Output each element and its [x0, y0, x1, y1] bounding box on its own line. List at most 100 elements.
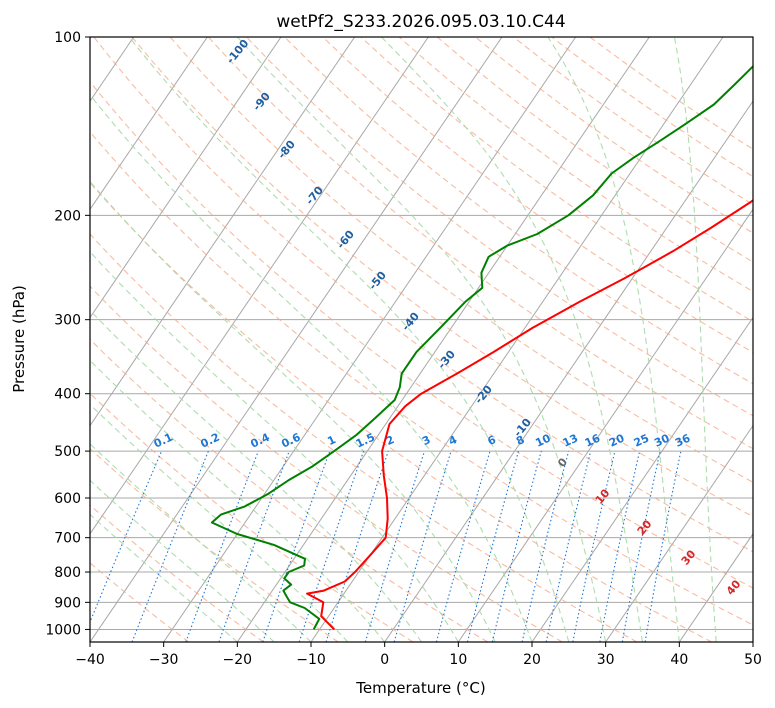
x-tick-label: 50 — [744, 652, 762, 668]
y-tick-label: 800 — [54, 565, 81, 581]
mixing-ratio-line — [599, 450, 641, 642]
y-axis-ticks: 100 200 300 400 500 600 700 800 900 1000 — [45, 30, 90, 638]
moist-adiabat-line — [90, 180, 496, 642]
x-tick-label: −20 — [223, 652, 253, 668]
dry-adiabat-line — [246, 37, 753, 417]
x-tick-label: −10 — [296, 652, 326, 668]
dry-adiabat-line — [360, 37, 753, 323]
mixing-ratio-label: 1 — [325, 433, 337, 448]
x-tick-label: 20 — [523, 652, 541, 668]
line-labels: -100-90-80-70-60-50-40-30-20-10010203040… — [152, 37, 744, 598]
temperature-profile-line — [306, 199, 753, 631]
dry-adiabat-line — [90, 504, 264, 642]
isotherm-line — [90, 37, 503, 642]
isotherm-line — [163, 37, 577, 642]
moist-adiabat-line — [381, 37, 644, 642]
mixing-ratio-line — [218, 450, 290, 642]
y-tick-label: 600 — [54, 491, 81, 507]
mixing-ratio-line — [435, 450, 491, 642]
mixing-ratio-line — [621, 450, 661, 642]
mixing-ratio-line — [545, 450, 592, 642]
isotherm-line — [605, 424, 753, 642]
moist-adiabat-line — [90, 479, 275, 642]
moist-adiabat-line — [547, 37, 680, 642]
dry-adiabat-label: -70 — [303, 184, 326, 208]
moist-adiabat-line — [236, 37, 607, 642]
x-axis-ticks: −40 −30 −20 −10 0 10 20 30 40 50 — [75, 642, 762, 668]
isotherm-line — [678, 532, 753, 642]
moist-adiabat-label: 40 — [724, 577, 744, 597]
mixing-ratio-line — [131, 450, 209, 642]
mixing-ratio-label: 0.2 — [199, 431, 222, 451]
dry-adiabat-label: -90 — [250, 90, 273, 114]
mixing-ratio-line — [466, 450, 520, 642]
isotherm-line — [752, 641, 753, 642]
y-axis-label: Pressure (hPa) — [10, 285, 28, 393]
x-tick-label: 40 — [670, 652, 688, 668]
isotherm-line — [90, 37, 208, 211]
y-tick-label: 1000 — [45, 622, 81, 638]
isotherm-line — [90, 37, 282, 319]
y-tick-label: 100 — [54, 30, 81, 46]
mixing-ratio-line — [298, 450, 365, 642]
dry-adiabat-line — [90, 80, 753, 589]
mixing-ratio-line — [491, 450, 542, 642]
isotherm-line — [90, 37, 429, 535]
isotherm-line — [457, 208, 753, 642]
mixing-ratio-line — [90, 450, 163, 624]
mixing-ratio-label: 3 — [420, 433, 432, 448]
dry-adiabat-line — [436, 37, 753, 263]
moist-adiabat-line — [90, 94, 533, 642]
dry-adiabat-line — [90, 131, 753, 626]
x-tick-label: 10 — [449, 652, 467, 668]
profiles — [210, 64, 753, 631]
mixing-ratio-label: 8 — [514, 433, 526, 448]
dry-adiabat-line — [93, 37, 753, 553]
dry-adiabat-line — [131, 37, 753, 518]
x-tick-label: −30 — [149, 652, 179, 668]
mixing-ratio-line — [521, 450, 570, 642]
isotherm-line — [384, 100, 753, 642]
moist-adiabat-line — [90, 443, 312, 642]
mixing-ratio-line — [185, 450, 259, 642]
y-tick-label: 700 — [54, 531, 81, 547]
mixing-ratio-label: 20 — [607, 431, 627, 449]
dry-adiabat-label: -60 — [334, 228, 357, 252]
dry-adiabat-line — [322, 37, 753, 353]
mixing-ratio-line — [325, 450, 389, 642]
x-tick-label: 30 — [597, 652, 615, 668]
moist-adiabat-line — [90, 359, 386, 642]
moist-adiabat-line — [128, 37, 570, 642]
plot-frame — [89, 36, 754, 643]
y-tick-label: 900 — [54, 595, 81, 611]
dry-adiabat-line — [90, 392, 414, 642]
y-tick-label: 200 — [54, 208, 81, 224]
dry-adiabat-label: -20 — [472, 383, 495, 407]
chart-title: wetPf2_S233.2026.095.03.10.C44 — [276, 12, 565, 32]
mixing-ratio-label: 4 — [447, 433, 460, 448]
mixing-ratio-label: 10 — [533, 431, 553, 449]
mixing-ratio-line — [393, 450, 452, 642]
dewpoint-profile-line — [210, 64, 753, 630]
isotherm-line — [236, 37, 650, 642]
y-tick-label: 500 — [54, 444, 81, 460]
mixing-ratio-line — [262, 450, 331, 642]
moist-adiabat-label: 20 — [635, 517, 655, 537]
moist-adiabat-line — [90, 251, 459, 642]
background-lines — [90, 37, 753, 642]
mixing-ratio-line — [364, 450, 426, 642]
mixing-ratio-line — [572, 450, 616, 642]
isotherm-line — [90, 37, 356, 427]
dry-adiabat-label: -100 — [224, 37, 252, 67]
dry-adiabat-label: -40 — [399, 310, 422, 334]
mixing-ratio-label: 0.6 — [279, 430, 302, 450]
moist-adiabat-label: 0 — [555, 455, 570, 469]
moist-adiabat-line — [673, 37, 717, 642]
dry-adiabat-line — [90, 233, 638, 642]
x-tick-label: −40 — [75, 652, 105, 668]
dry-adiabat-line — [284, 37, 753, 385]
mixing-ratio-label: 0.1 — [152, 431, 175, 451]
y-tick-label: 300 — [54, 313, 81, 329]
moist-adiabat-line — [90, 513, 238, 642]
